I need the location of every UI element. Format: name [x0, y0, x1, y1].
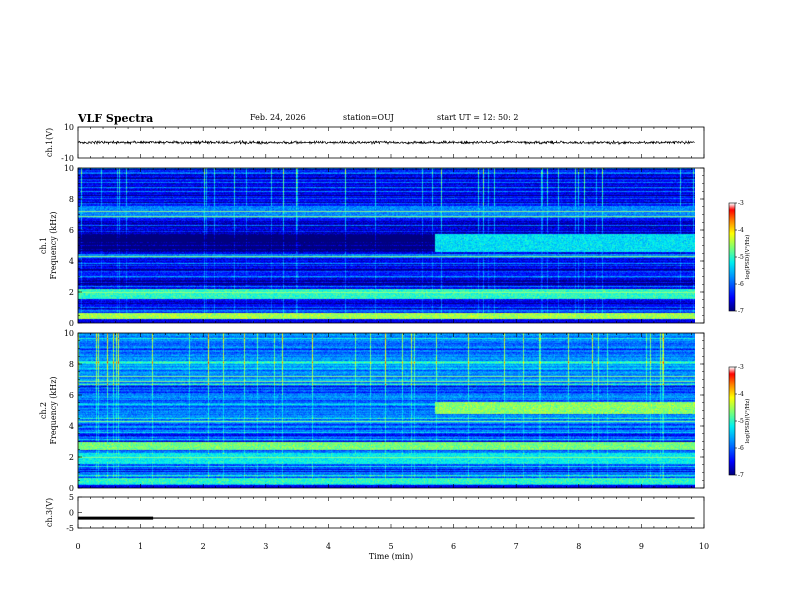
- ch2-spec-y-tick-label: 8: [69, 360, 74, 369]
- header-start-time: start UT = 12: 50: 2: [437, 113, 519, 122]
- ch3-y-label: ch.3(V): [45, 498, 54, 527]
- ch1-y-tick-label: -10: [61, 154, 74, 163]
- header-date: Feb. 24, 2026: [250, 113, 306, 122]
- x-tick-label: 4: [326, 542, 331, 551]
- ch2-spec-y-label-1: ch.2: [39, 402, 48, 419]
- chart-title: VLF Spectra: [78, 112, 154, 125]
- ch2-spec-y-tick-label: 6: [69, 391, 74, 400]
- ch1-waveform-line: [77, 139, 695, 146]
- x-tick-label: 5: [388, 542, 393, 551]
- ch3-y-tick-label: -5: [66, 524, 74, 533]
- x-tick-label: 10: [699, 542, 709, 551]
- ch2-colorbar: [729, 367, 735, 475]
- ch2-spec-y-label-2: Frequency (kHz): [49, 376, 58, 444]
- ch2-spec-y-tick-label: 0: [69, 484, 74, 493]
- ch1-spec-y-label-1: ch.1: [39, 237, 48, 254]
- colorbar-label: log(PSD)(V²/Hz): [744, 235, 751, 280]
- x-tick-label: 6: [451, 542, 456, 551]
- colorbar-tick-label: -6: [738, 281, 744, 288]
- header-station: station=OUJ: [343, 113, 394, 122]
- ch2-spec-y-tick-label: 2: [69, 453, 74, 462]
- colorbar-tick-label: -3: [738, 364, 744, 371]
- ch3-y-tick-label: 0: [69, 509, 74, 518]
- x-tick-label: 1: [138, 542, 143, 551]
- x-tick-label: 8: [576, 542, 581, 551]
- x-tick-label: 9: [639, 542, 644, 551]
- colorbar-tick-label: -3: [738, 200, 744, 207]
- ch1-spec-y-tick-label: 0: [69, 319, 74, 328]
- x-tick-label: 2: [201, 542, 206, 551]
- ch1-spec-y-tick-label: 4: [69, 257, 74, 266]
- colorbar-tick-label: -4: [738, 227, 744, 234]
- colorbar-tick-label: -4: [738, 391, 744, 398]
- ch2-spec-y-tick-label: 10: [64, 329, 74, 338]
- x-tick-label: 0: [75, 542, 80, 551]
- ch2-spectrogram-image: [78, 333, 695, 488]
- ch1-y-tick-label: 10: [64, 123, 74, 132]
- ch3-level-frame: [77, 496, 705, 529]
- colorbar-tick-label: -7: [738, 308, 744, 315]
- colorbar-label: log(PSD)(V²/Hz): [744, 399, 751, 444]
- ch1-spec-y-tick-label: 2: [69, 288, 74, 297]
- x-axis-label: Time (min): [369, 552, 413, 561]
- ch1-spec-y-tick-label: 8: [69, 195, 74, 204]
- ch1-spec-y-label-2: Frequency (kHz): [49, 211, 58, 279]
- colorbar-tick-label: -5: [738, 254, 744, 261]
- x-tick-label: 3: [263, 542, 268, 551]
- ch2-spec-y-tick-label: 4: [69, 422, 74, 431]
- ch1-spec-y-tick-label: 10: [64, 164, 74, 173]
- ch1-colorbar: [729, 203, 735, 311]
- colorbar-tick-label: -5: [738, 418, 744, 425]
- ch3-y-tick-label: 5: [69, 493, 74, 502]
- colorbar-tick-label: -7: [738, 472, 744, 479]
- colorbar-tick-label: -6: [738, 445, 744, 452]
- x-tick-label: 7: [514, 542, 519, 551]
- ch1-spectrogram-image: [78, 168, 695, 323]
- ch1-spec-y-tick-label: 6: [69, 226, 74, 235]
- ch1-y-label: ch.1(V): [45, 128, 54, 157]
